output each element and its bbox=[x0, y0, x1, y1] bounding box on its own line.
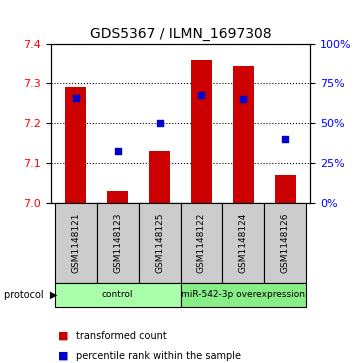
Text: transformed count: transformed count bbox=[76, 331, 166, 341]
Text: GSM1148122: GSM1148122 bbox=[197, 213, 206, 273]
Point bbox=[73, 95, 79, 101]
Point bbox=[115, 148, 121, 154]
FancyBboxPatch shape bbox=[139, 203, 180, 283]
Point bbox=[199, 92, 204, 98]
Text: miR-542-3p overexpression: miR-542-3p overexpression bbox=[181, 290, 305, 299]
Text: GSM1148121: GSM1148121 bbox=[71, 213, 80, 273]
Text: ■: ■ bbox=[58, 331, 68, 341]
FancyBboxPatch shape bbox=[180, 283, 306, 307]
FancyBboxPatch shape bbox=[222, 203, 264, 283]
Bar bbox=[65, 87, 86, 203]
FancyBboxPatch shape bbox=[97, 203, 139, 283]
Text: GSM1148123: GSM1148123 bbox=[113, 213, 122, 273]
Text: control: control bbox=[102, 290, 133, 299]
Title: GDS5367 / ILMN_1697308: GDS5367 / ILMN_1697308 bbox=[90, 27, 271, 41]
Bar bbox=[233, 66, 254, 203]
Text: percentile rank within the sample: percentile rank within the sample bbox=[76, 351, 241, 361]
FancyBboxPatch shape bbox=[264, 203, 306, 283]
Text: GSM1148125: GSM1148125 bbox=[155, 213, 164, 273]
Text: ■: ■ bbox=[58, 351, 68, 361]
Bar bbox=[149, 151, 170, 203]
Bar bbox=[191, 60, 212, 203]
Text: protocol  ▶: protocol ▶ bbox=[4, 290, 57, 300]
Point bbox=[240, 97, 246, 102]
Text: GSM1148126: GSM1148126 bbox=[281, 213, 290, 273]
FancyBboxPatch shape bbox=[55, 283, 180, 307]
Bar bbox=[107, 191, 128, 203]
Point bbox=[157, 121, 162, 126]
FancyBboxPatch shape bbox=[180, 203, 222, 283]
Text: GSM1148124: GSM1148124 bbox=[239, 213, 248, 273]
Bar bbox=[275, 175, 296, 203]
FancyBboxPatch shape bbox=[55, 203, 97, 283]
Point bbox=[282, 136, 288, 142]
